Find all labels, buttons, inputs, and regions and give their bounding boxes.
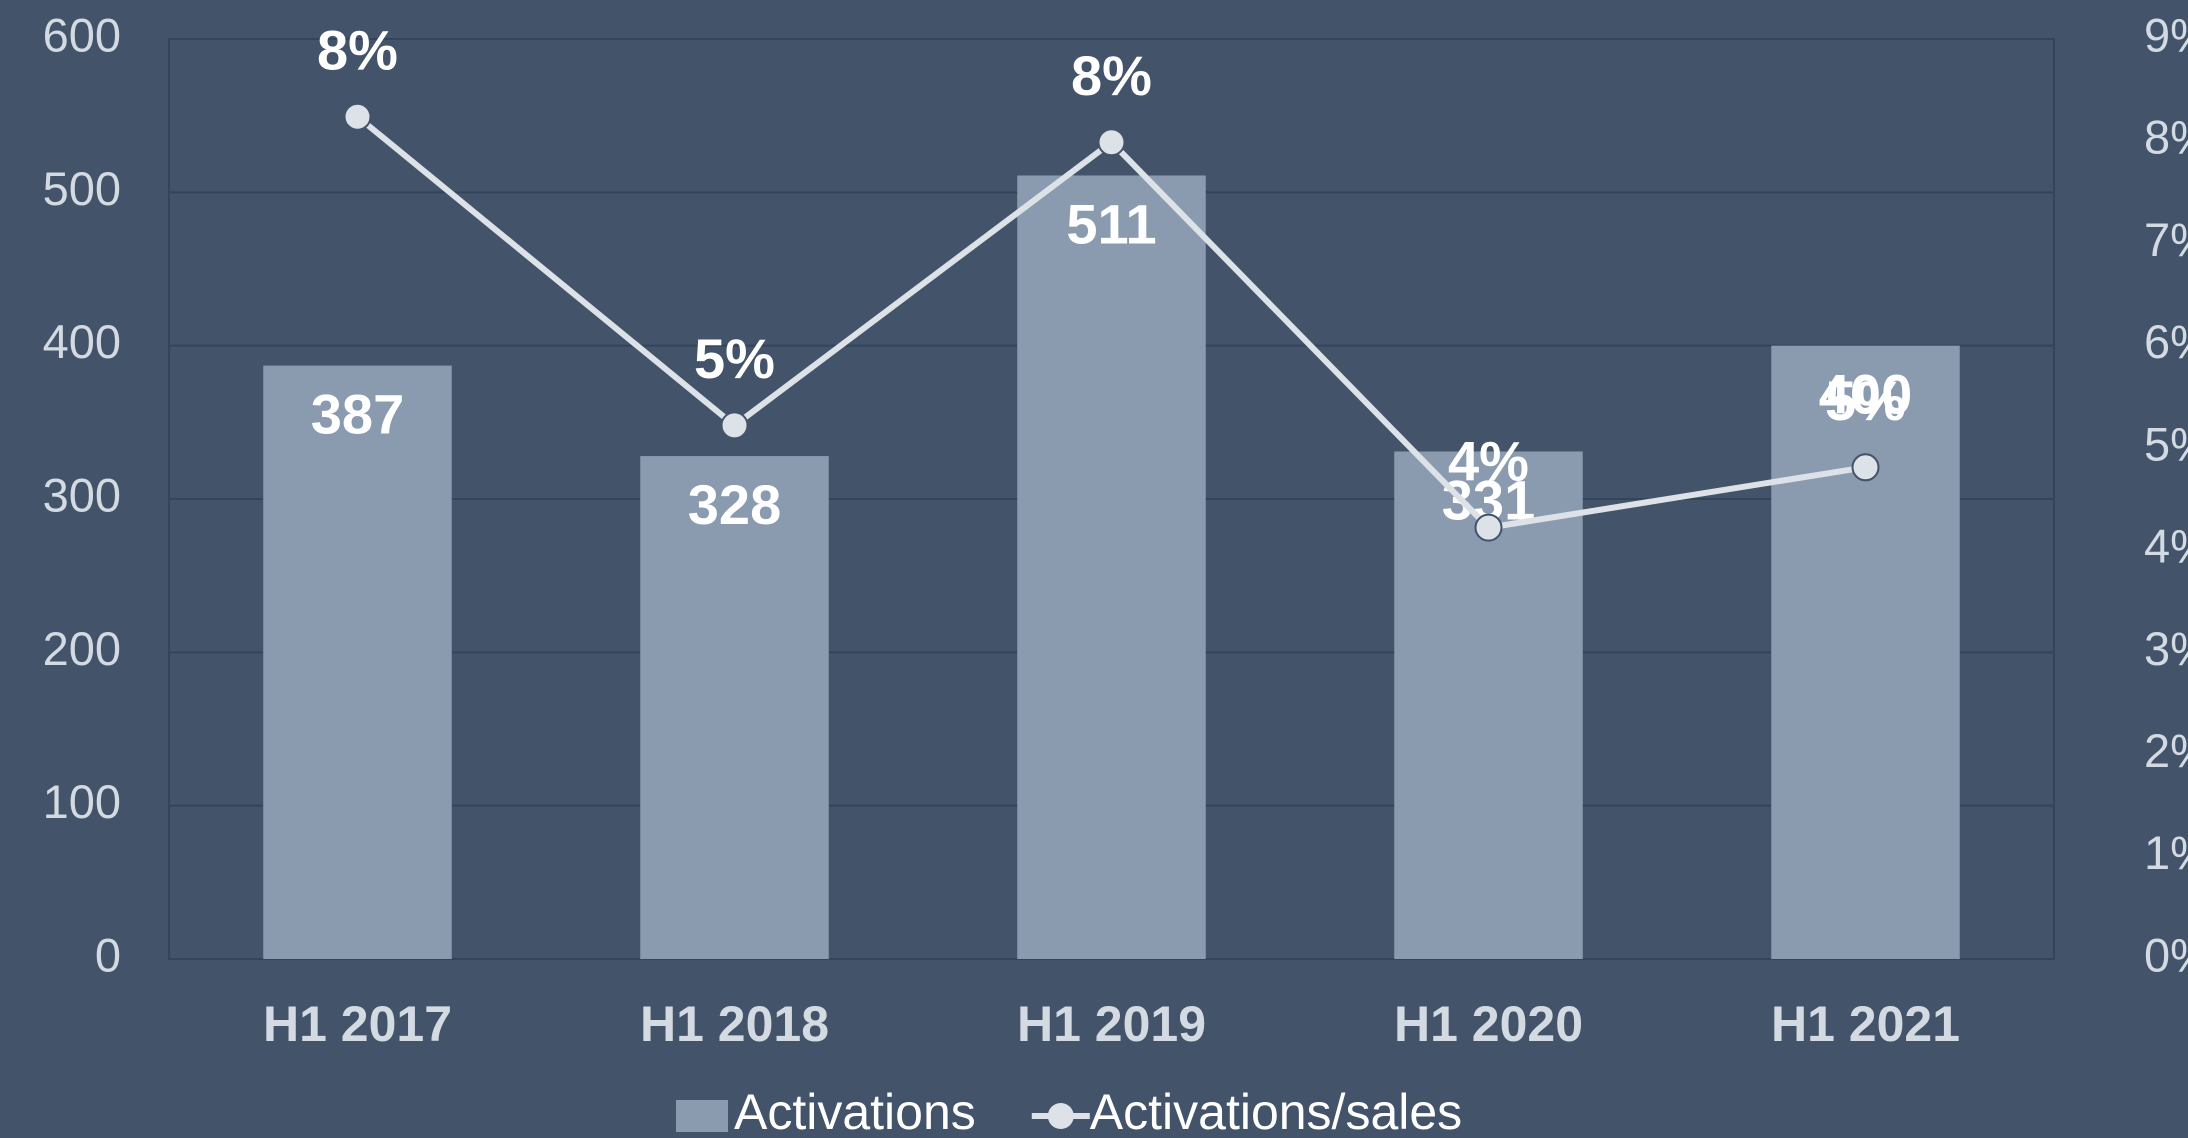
legend-label: Activations — [734, 1084, 976, 1138]
bar — [1017, 175, 1206, 959]
x-tick-label: H1 2019 — [1017, 996, 1206, 1052]
legend-label: Activations/sales — [1090, 1084, 1462, 1138]
line-marker — [1851, 453, 1880, 482]
bar — [640, 456, 829, 959]
legend-swatch — [676, 1100, 728, 1132]
x-tick-label: H1 2021 — [1771, 996, 1960, 1052]
y-tick-label: 200 — [43, 622, 121, 675]
line-marker — [720, 411, 749, 440]
y-tick-label: 0 — [95, 928, 121, 981]
y2-tick-label: 3% — [2144, 622, 2188, 675]
bar-value-label: 387 — [311, 382, 404, 445]
y-tick-label: 100 — [43, 775, 121, 828]
y2-tick-label: 7% — [2144, 213, 2188, 266]
bar — [1771, 345, 1960, 960]
line-marker — [1097, 128, 1126, 157]
y-tick-label: 300 — [43, 468, 121, 521]
x-tick-label: H1 2020 — [1394, 996, 1583, 1052]
y-tick-label: 600 — [43, 8, 121, 61]
line-marker — [1474, 513, 1503, 542]
y2-tick-label: 2% — [2144, 724, 2188, 777]
y-tick-label: 500 — [43, 162, 121, 215]
x-tick-label: H1 2018 — [640, 996, 829, 1052]
line-value-label: 8% — [317, 18, 398, 81]
y2-tick-label: 8% — [2144, 111, 2188, 164]
y2-tick-label: 4% — [2144, 520, 2188, 573]
y2-tick-label: 9% — [2144, 8, 2188, 61]
x-tick-label: H1 2017 — [263, 996, 452, 1052]
line-value-label: 4% — [1448, 429, 1529, 492]
line-value-label: 5% — [1825, 369, 1906, 432]
line-marker — [343, 102, 372, 131]
bar-value-label: 400 — [1819, 362, 1912, 425]
bar-value-label: 328 — [688, 473, 781, 536]
y2-tick-label: 1% — [2144, 826, 2188, 879]
y2-tick-label: 6% — [2144, 315, 2188, 368]
line-value-label: 8% — [1071, 44, 1152, 107]
bar — [263, 365, 452, 960]
line-value-label: 5% — [694, 327, 775, 390]
bar-value-label: 511 — [1066, 192, 1156, 255]
y2-tick-label: 5% — [2144, 417, 2188, 470]
y2-tick-label: 0% — [2144, 928, 2188, 981]
legend-swatch — [1047, 1103, 1074, 1129]
y-tick-label: 400 — [43, 315, 121, 368]
